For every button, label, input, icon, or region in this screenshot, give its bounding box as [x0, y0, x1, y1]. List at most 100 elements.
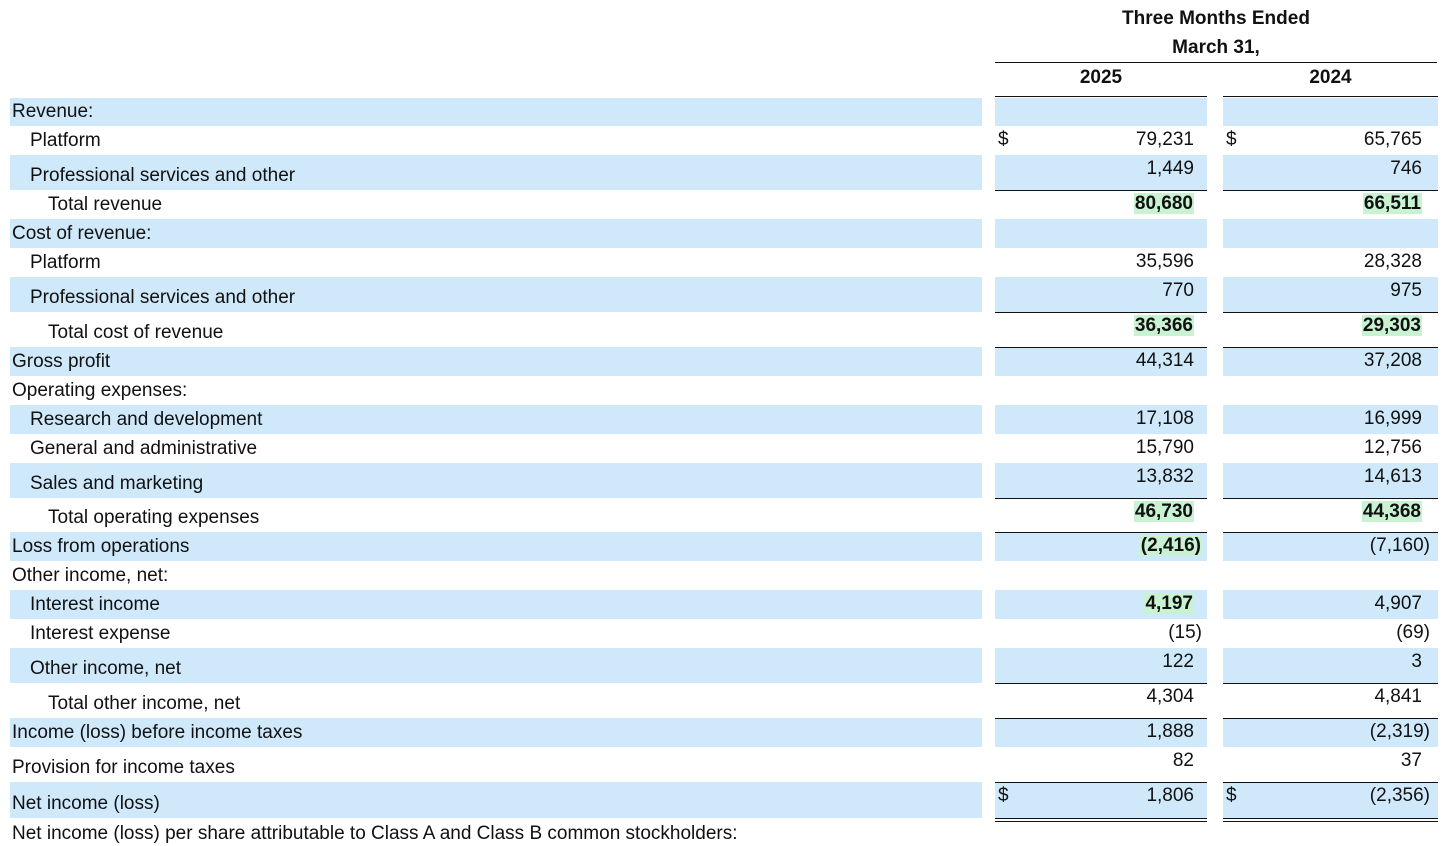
- table-row-general-administrative: General and administrative 15,790 12,756: [10, 434, 1438, 463]
- row-label: Total revenue: [48, 194, 163, 215]
- table-row-cost-professional-services: Professional services and other 770 975: [10, 277, 1438, 312]
- row-label: Interest expense: [30, 623, 171, 644]
- table-row-per-share-heading: Net income (loss) per share attributable…: [10, 822, 1438, 846]
- row-label: Net income (loss): [12, 793, 160, 814]
- table-row-gross-profit: Gross profit 44,314 37,208: [10, 347, 1438, 376]
- highlighted-value: (2,416): [1139, 535, 1202, 556]
- value-2024: 975: [1390, 280, 1422, 301]
- value-2025: 82: [1172, 750, 1194, 771]
- row-label: Research and development: [30, 409, 263, 430]
- row-label: Gross profit: [12, 351, 111, 372]
- table-row-revenue-platform: Platform $ 79,231 $ 65,765: [10, 126, 1438, 155]
- row-label: Professional services and other: [30, 287, 296, 308]
- value-2025: 122: [1162, 651, 1194, 672]
- currency-symbol: $: [998, 785, 1009, 806]
- table-row-loss-from-operations: Loss from operations (2,416) (7,160): [10, 532, 1438, 561]
- table-row-revenue-professional-services: Professional services and other 1,449 74…: [10, 155, 1438, 190]
- table-row-net-income: Net income (loss) $ 1,806 $ (2,356): [10, 782, 1438, 818]
- table-row-operating-expenses-heading: Operating expenses:: [10, 376, 1438, 405]
- year-2024-rule: [1223, 96, 1438, 97]
- value-2025: 79,231: [1135, 129, 1194, 150]
- currency-symbol: $: [1226, 785, 1237, 806]
- period-header-line2: March 31,: [1172, 37, 1260, 58]
- table-row-total-revenue: Total revenue 80,680 66,511: [10, 190, 1438, 219]
- value-2025: 46,730: [1133, 501, 1194, 523]
- table-row-provision-income-taxes: Provision for income taxes 82 37: [10, 747, 1438, 782]
- value-2024: (69): [1396, 622, 1430, 643]
- value-2025: 35,596: [1135, 251, 1194, 272]
- table-row-interest-expense: Interest expense (15) (69): [10, 619, 1438, 648]
- value-2024: 65,765: [1363, 129, 1422, 150]
- value-2024: 12,756: [1363, 437, 1422, 458]
- row-label: Net income (loss) per share attributable…: [12, 823, 738, 844]
- value-2025: 13,832: [1135, 466, 1194, 487]
- value-2025: 17,108: [1135, 408, 1194, 429]
- highlighted-value: 80,680: [1133, 193, 1194, 214]
- table-row-income-before-taxes: Income (loss) before income taxes 1,888 …: [10, 718, 1438, 747]
- table-row-revenue-heading: Revenue:: [10, 98, 1438, 126]
- period-header-line1: Three Months Ended: [1122, 8, 1310, 29]
- value-2024: 66,511: [1362, 193, 1422, 215]
- value-2024: (2,319): [1369, 721, 1430, 742]
- value-2025: (15): [1168, 622, 1202, 643]
- table-row-cost-of-revenue-heading: Cost of revenue:: [10, 219, 1438, 248]
- table-row-interest-income: Interest income 4,197 4,907: [10, 590, 1438, 619]
- row-label: Other income, net:: [12, 565, 169, 586]
- value-2024: 4,841: [1374, 686, 1422, 707]
- value-2024: 37: [1400, 750, 1422, 771]
- value-2025: 36,366: [1133, 315, 1194, 337]
- value-2024: 3: [1411, 651, 1422, 672]
- table-row-total-other-income: Total other income, net 4,304 4,841: [10, 683, 1438, 718]
- value-2024: (2,356): [1369, 785, 1430, 806]
- highlighted-value: 29,303: [1361, 315, 1422, 336]
- row-label: Loss from operations: [12, 536, 190, 557]
- value-2024: 746: [1390, 158, 1422, 179]
- row-label: Cost of revenue:: [12, 223, 152, 244]
- value-2025: 1,888: [1146, 721, 1194, 742]
- row-label: Provision for income taxes: [12, 757, 235, 778]
- table-row-cost-platform: Platform 35,596 28,328: [10, 248, 1438, 277]
- currency-symbol: $: [1226, 129, 1237, 150]
- value-2025: 770: [1162, 280, 1194, 301]
- value-2025: (2,416): [1139, 535, 1202, 557]
- row-label: Total other income, net: [48, 693, 241, 714]
- value-2024: 14,613: [1363, 466, 1422, 487]
- year-header-2025: 2025: [1079, 67, 1123, 88]
- row-label: Operating expenses:: [12, 380, 188, 401]
- net-income-double-rule-2025: [995, 818, 1207, 822]
- value-2025: 4,304: [1146, 686, 1194, 707]
- value-2025: 44,314: [1135, 350, 1194, 371]
- value-2024: 29,303: [1361, 315, 1422, 337]
- table-row-total-cost-of-revenue: Total cost of revenue 36,366 29,303: [10, 312, 1438, 347]
- table-row-other-income-net: Other income, net 122 3: [10, 648, 1438, 683]
- row-label: Revenue:: [12, 101, 94, 122]
- table-row-research-development: Research and development 17,108 16,999: [10, 405, 1438, 434]
- year-2025-rule: [995, 96, 1207, 97]
- value-2025: 1,449: [1146, 158, 1194, 179]
- row-label: Interest income: [30, 594, 160, 615]
- table-row-other-income-heading: Other income, net:: [10, 561, 1438, 590]
- value-2024: 44,368: [1361, 501, 1422, 523]
- value-2025: 15,790: [1135, 437, 1194, 458]
- value-2024: 16,999: [1363, 408, 1422, 429]
- highlighted-value: 46,730: [1133, 501, 1194, 522]
- value-2024: 4,907: [1374, 593, 1422, 614]
- row-label: Sales and marketing: [30, 473, 204, 494]
- row-label: Professional services and other: [30, 165, 296, 186]
- highlighted-value: 36,366: [1133, 315, 1194, 336]
- value-2024: 37,208: [1363, 350, 1422, 371]
- row-label: Total cost of revenue: [48, 322, 224, 343]
- value-2025: 4,197: [1144, 593, 1194, 615]
- year-header-2024: 2024: [1309, 67, 1352, 88]
- row-label: General and administrative: [30, 438, 258, 459]
- row-label: Other income, net: [30, 658, 182, 679]
- row-label: Platform: [30, 130, 101, 151]
- highlighted-value: 66,511: [1362, 193, 1422, 214]
- currency-symbol: $: [998, 129, 1009, 150]
- row-label: Platform: [30, 252, 101, 273]
- table-row-total-operating-expenses: Total operating expenses 46,730 44,368: [10, 498, 1438, 532]
- value-2025: 1,806: [1146, 785, 1194, 806]
- highlighted-value: 44,368: [1361, 501, 1422, 522]
- period-header-rule: [995, 62, 1437, 63]
- table-row-sales-marketing: Sales and marketing 13,832 14,613: [10, 463, 1438, 498]
